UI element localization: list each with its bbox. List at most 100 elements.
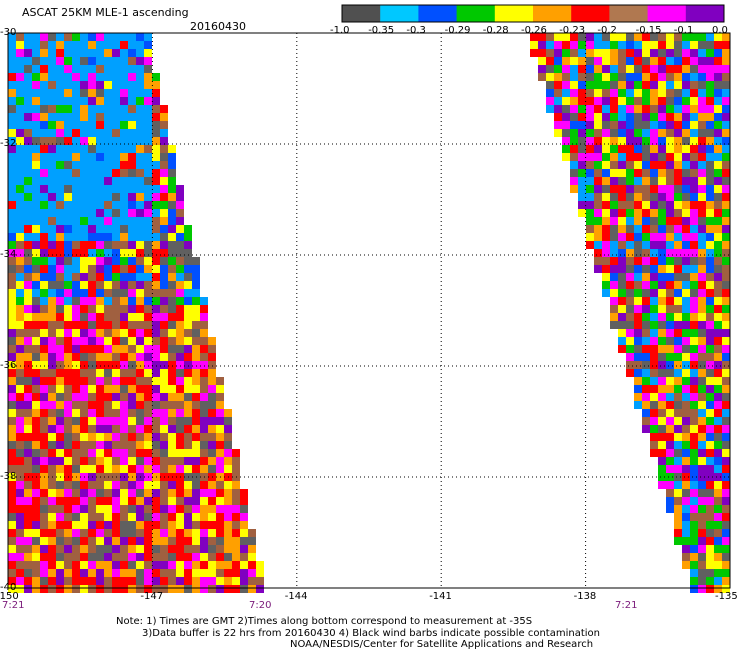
swath-cell — [626, 121, 634, 129]
swath-cell — [682, 473, 690, 481]
swath-cell — [48, 337, 56, 345]
swath-cell — [682, 353, 690, 361]
swath-cell — [144, 457, 152, 465]
swath-cell — [16, 497, 24, 505]
swath-cell — [650, 65, 658, 73]
swath-cell — [642, 337, 650, 345]
swath-cell — [32, 585, 40, 593]
swath-cell — [88, 33, 96, 41]
swath-cell — [714, 169, 722, 177]
swath-cell — [714, 329, 722, 337]
swath-cell — [136, 465, 144, 473]
swath-cell — [256, 561, 264, 569]
swath-cell — [72, 233, 80, 241]
swath-cell — [128, 537, 136, 545]
swath-cell — [546, 73, 554, 81]
swath-cell — [714, 201, 722, 209]
swath-cell — [578, 105, 586, 113]
color-bar-segment — [685, 5, 725, 22]
swath-cell — [24, 257, 32, 265]
swath-cell — [240, 505, 248, 513]
swath-cell — [722, 417, 730, 425]
swath-cell — [104, 113, 112, 121]
swath-cell — [64, 97, 72, 105]
swath-cell — [192, 457, 200, 465]
swath-cell — [690, 81, 698, 89]
swath-cell — [714, 81, 722, 89]
swath-cell — [80, 481, 88, 489]
swath-cell — [200, 449, 208, 457]
swath-time-middle: 7:20 — [249, 600, 272, 611]
swath-cell — [152, 409, 160, 417]
swath-cell — [690, 417, 698, 425]
swath-cell — [554, 41, 562, 49]
swath-cell — [626, 161, 634, 169]
swath-cell — [240, 553, 248, 561]
swath-cell — [674, 161, 682, 169]
swath-cell — [674, 497, 682, 505]
swath-cell — [208, 441, 216, 449]
swath-cell — [722, 185, 730, 193]
swath-cell — [72, 569, 80, 577]
swath-cell — [240, 545, 248, 553]
swath-cell — [72, 553, 80, 561]
swath-cell — [586, 177, 594, 185]
swath-cell — [24, 161, 32, 169]
swath-cell — [88, 153, 96, 161]
swath-cell — [48, 385, 56, 393]
swath-cell — [152, 385, 160, 393]
swath-cell — [104, 65, 112, 73]
swath-cell — [24, 105, 32, 113]
swath-cell — [208, 529, 216, 537]
swath-cell — [88, 505, 96, 513]
swath-cell — [666, 385, 674, 393]
swath-cell — [120, 401, 128, 409]
swath-cell — [112, 353, 120, 361]
swath-cell — [160, 481, 168, 489]
swath-cell — [674, 305, 682, 313]
swath-cell — [176, 553, 184, 561]
swath-cell — [232, 529, 240, 537]
swath-cell — [80, 273, 88, 281]
swath-cell — [674, 113, 682, 121]
swath-cell — [128, 289, 136, 297]
swath-cell — [8, 97, 16, 105]
swath-cell — [80, 337, 88, 345]
swath-cell — [120, 209, 128, 217]
swath-cell — [64, 33, 72, 41]
swath-cell — [714, 441, 722, 449]
swath-cell — [152, 241, 160, 249]
swath-cell — [674, 409, 682, 417]
swath-cell — [618, 33, 626, 41]
swath-cell — [24, 265, 32, 273]
swath-cell — [48, 441, 56, 449]
swath-cell — [674, 49, 682, 57]
swath-cell — [16, 521, 24, 529]
swath-cell — [602, 153, 610, 161]
swath-cell — [64, 321, 72, 329]
swath-cell — [642, 329, 650, 337]
swath-cell — [706, 153, 714, 161]
swath-cell — [96, 169, 104, 177]
swath-cell — [152, 577, 160, 585]
swath-cell — [136, 193, 144, 201]
swath-cell — [72, 577, 80, 585]
swath-cell — [618, 153, 626, 161]
swath-cell — [232, 489, 240, 497]
swath-cell — [586, 241, 594, 249]
swath-cell — [722, 337, 730, 345]
swath-cell — [24, 337, 32, 345]
swath-cell — [618, 49, 626, 57]
swath-cell — [216, 417, 224, 425]
swath-cell — [160, 209, 168, 217]
swath-cell — [40, 241, 48, 249]
swath-cell — [690, 393, 698, 401]
swath-cell — [24, 529, 32, 537]
swath-cell — [192, 409, 200, 417]
swath-cell — [48, 33, 56, 41]
swath-cell — [48, 113, 56, 121]
swath-cell — [16, 545, 24, 553]
swath-cell — [674, 329, 682, 337]
swath-cell — [96, 265, 104, 273]
swath-cell — [602, 233, 610, 241]
